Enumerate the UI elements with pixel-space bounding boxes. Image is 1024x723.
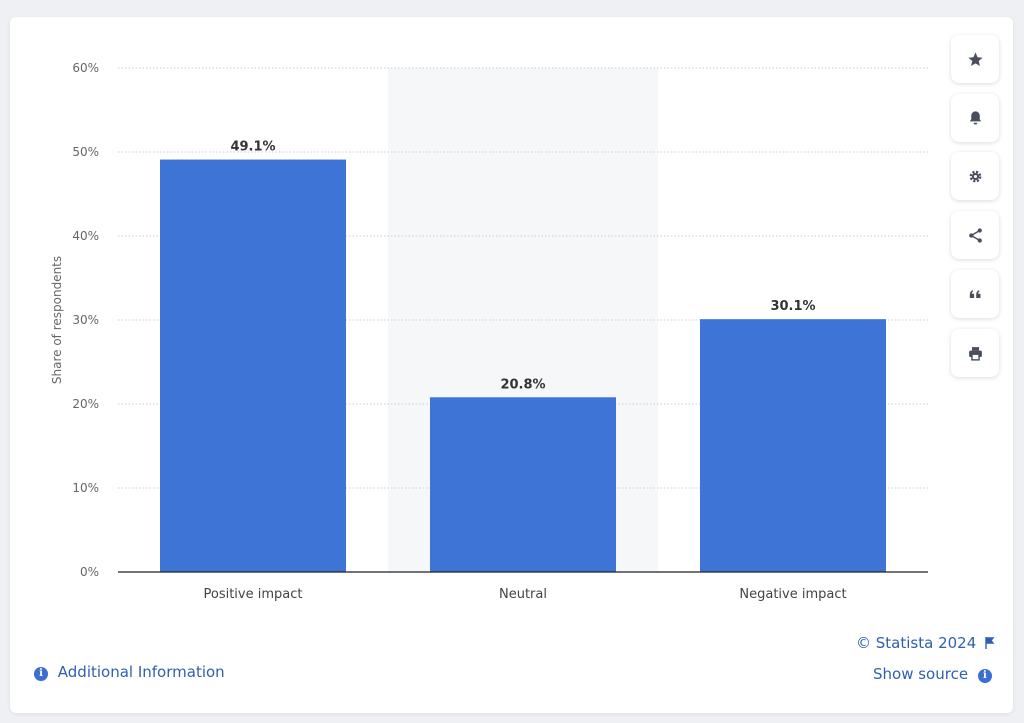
show-source-link[interactable]: Show source i [873, 665, 992, 683]
y-tick-label: 60% [72, 61, 99, 75]
copyright-link[interactable]: © Statista 2024 [856, 634, 995, 652]
y-tick-label: 30% [72, 313, 99, 327]
y-tick-label: 40% [72, 229, 99, 243]
info-icon: i [977, 668, 992, 683]
share-button[interactable] [951, 211, 999, 259]
x-axis-categories: Positive impact Neutral Negative impact [204, 587, 847, 602]
data-label: 30.1% [770, 299, 815, 314]
bar[interactable] [430, 397, 616, 572]
print-icon [968, 346, 982, 361]
favorite-button[interactable] [951, 35, 999, 83]
bar[interactable] [160, 159, 346, 572]
x-category-label: Positive impact [204, 587, 303, 602]
y-tick-label: 10% [72, 481, 99, 495]
flag-icon [985, 637, 995, 649]
y-axis-ticks: 0% 10% 20% 30% 40% 50% 60% [72, 61, 99, 579]
bars [160, 159, 886, 572]
additional-information-text: Additional Information [57, 663, 225, 681]
copyright-text: © Statista 2024 [856, 634, 977, 652]
info-icon: i [34, 666, 48, 681]
data-label: 49.1% [230, 140, 275, 155]
print-button[interactable] [951, 329, 999, 377]
y-axis-title: Share of respondents [50, 256, 64, 384]
quote-icon [969, 289, 980, 298]
bar-chart: 0% 10% 20% 30% 40% 50% 60% 49.1% 20.8% 30.1% Pos… [50, 61, 928, 602]
y-tick-label: 0% [80, 565, 99, 579]
bar[interactable] [700, 319, 886, 572]
additional-information-link[interactable]: i Additional Information [34, 663, 225, 681]
y-tick-label: 50% [72, 145, 99, 159]
chart-card: 0% 10% 20% 30% 40% 50% 60% 49.1% 20.8% 30.1% Pos… [10, 17, 1013, 713]
share-icon [968, 227, 982, 243]
data-labels: 49.1% 20.8% 30.1% [230, 140, 815, 393]
notification-button[interactable] [951, 94, 999, 142]
y-tick-label: 20% [72, 397, 99, 411]
data-label: 20.8% [500, 377, 545, 392]
star-icon [967, 51, 983, 66]
x-category-label: Neutral [499, 587, 547, 602]
gear-icon [969, 170, 981, 182]
x-category-label: Negative impact [739, 587, 846, 602]
bell-icon [969, 110, 981, 125]
show-source-text: Show source [873, 665, 969, 683]
settings-button[interactable] [951, 152, 999, 200]
cite-button[interactable] [951, 270, 999, 318]
